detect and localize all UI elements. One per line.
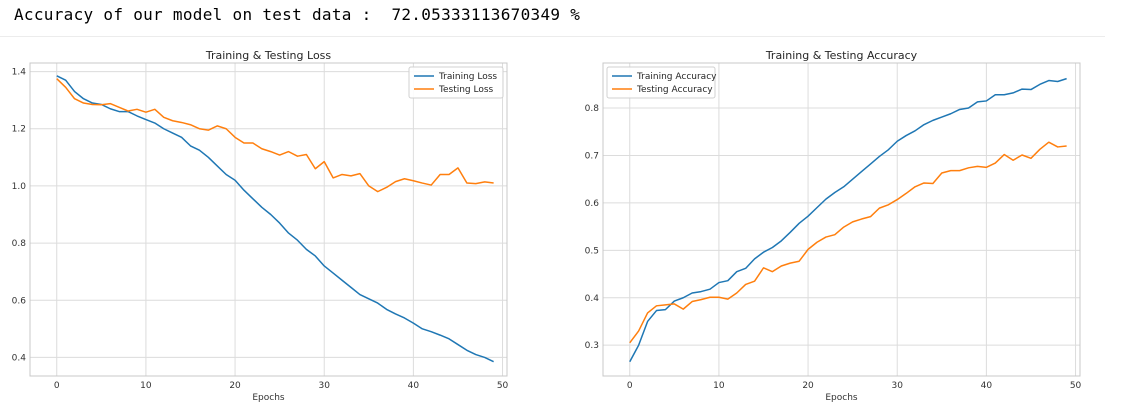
chart-2-y-tick-label: 0.8: [585, 104, 600, 114]
chart-1-x-tick-label: 20: [229, 381, 241, 391]
chart-2-y-tick-label: 0.7: [585, 151, 599, 161]
chart-2-series-line-testing-accuracy: [629, 141, 1067, 344]
chart-2-legend-entry: Training Accuracy: [636, 72, 717, 82]
chart-1-legend-entry: Training Loss: [438, 72, 497, 82]
chart-1-x-tick-label: 0: [54, 381, 60, 391]
chart-2-legend-entry: Testing Accuracy: [636, 85, 713, 95]
chart-2-title: Training & Testing Accuracy: [765, 49, 918, 62]
chart-1-x-tick-label: 40: [408, 381, 420, 391]
chart-1-y-tick-label: 0.8: [12, 239, 27, 249]
chart-2-y-tick-label: 0.5: [585, 246, 599, 256]
chart-1-x-tick-label: 50: [497, 381, 509, 391]
chart-1-y-tick-label: 1.4: [12, 68, 27, 78]
chart-2-y-tick-label: 0.6: [585, 199, 600, 209]
chart-1-legend-box: [408, 66, 504, 99]
chart-1-legend-entry: Testing Loss: [438, 85, 494, 95]
chart-2-plot-area: [603, 63, 1080, 376]
chart-2-frame: [602, 62, 1081, 377]
chart-1-plot-area: [30, 63, 507, 376]
chart-1-x-axis-label: Epochs: [252, 393, 285, 403]
notebook-output-text: Accuracy of our model on test data : 72.…: [14, 5, 581, 24]
chart-1-x-tick-label: 30: [318, 381, 330, 391]
chart-1-x-tick-label: 10: [140, 381, 152, 391]
chart-2-legend-box: [606, 66, 716, 99]
chart-2-x-tick-label: 10: [713, 381, 725, 391]
chart-2-x-tick-label: 50: [1070, 381, 1082, 391]
chart-1-y-tick-label: 1.0: [12, 182, 27, 192]
chart-2-y-tick-label: 0.3: [585, 341, 599, 351]
chart-1-y-tick-label: 0.4: [12, 353, 27, 363]
chart-2-x-tick-label: 30: [891, 381, 903, 391]
chart-1-y-tick-label: 1.2: [12, 125, 26, 135]
chart-2-x-axis-label: Epochs: [825, 393, 858, 403]
chart-2-x-tick-label: 0: [627, 381, 633, 391]
chart-2-series-line-training-accuracy: [629, 77, 1067, 363]
chart-2-x-tick-label: 40: [981, 381, 993, 391]
chart-1-series-line-testing-loss: [56, 78, 494, 193]
chart-2-x-tick-label: 20: [802, 381, 814, 391]
chart-1-title: Training & Testing Loss: [205, 49, 332, 62]
chart-2-y-tick-label: 0.4: [585, 294, 600, 304]
chart-1-y-tick-label: 0.6: [12, 296, 27, 306]
output-separator: [0, 36, 1105, 37]
chart-1-series-line-training-loss: [56, 75, 494, 363]
chart-1-frame: [29, 62, 508, 377]
